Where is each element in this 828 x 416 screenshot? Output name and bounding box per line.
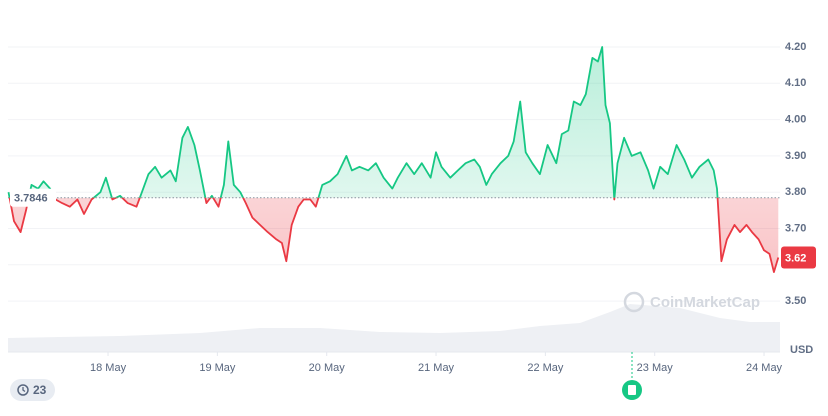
badge[interactable]: 23	[10, 379, 55, 401]
watermark: CoinMarketCap	[623, 291, 760, 313]
y-tick-label: 4.20	[785, 41, 806, 53]
y-tick-label: 4.00	[785, 114, 806, 126]
baseline-label-box	[10, 188, 56, 207]
y-tick-label: 4.10	[785, 77, 806, 89]
y-tick-label: 3.90	[785, 150, 806, 162]
x-tick-label: 19 May	[199, 362, 236, 374]
price-line-above	[7, 46, 719, 198]
watermark-text: CoinMarketCap	[650, 294, 760, 311]
current-price-label: 3.62	[785, 252, 806, 264]
area-above	[8, 47, 779, 198]
x-tick-label: 18 May	[90, 362, 127, 374]
x-tick-label: 24 May	[746, 362, 783, 374]
x-tick-label: 23 May	[637, 362, 674, 374]
y-tick-label: 3.70	[785, 222, 806, 234]
x-tick-label: 21 May	[418, 362, 455, 374]
area-below	[9, 197, 779, 273]
x-tick-label: 22 May	[527, 362, 564, 374]
volume-area	[8, 304, 780, 352]
current-price-box	[781, 246, 816, 269]
x-tick-label: 20 May	[309, 362, 346, 374]
y-tick-label: 3.50	[785, 295, 806, 307]
y-unit: USD	[790, 344, 813, 356]
badge-count: 23	[33, 383, 47, 397]
baseline-label: 3.7846	[14, 193, 48, 205]
y-tick-label: 3.80	[785, 186, 806, 198]
news-marker[interactable]	[622, 352, 642, 400]
